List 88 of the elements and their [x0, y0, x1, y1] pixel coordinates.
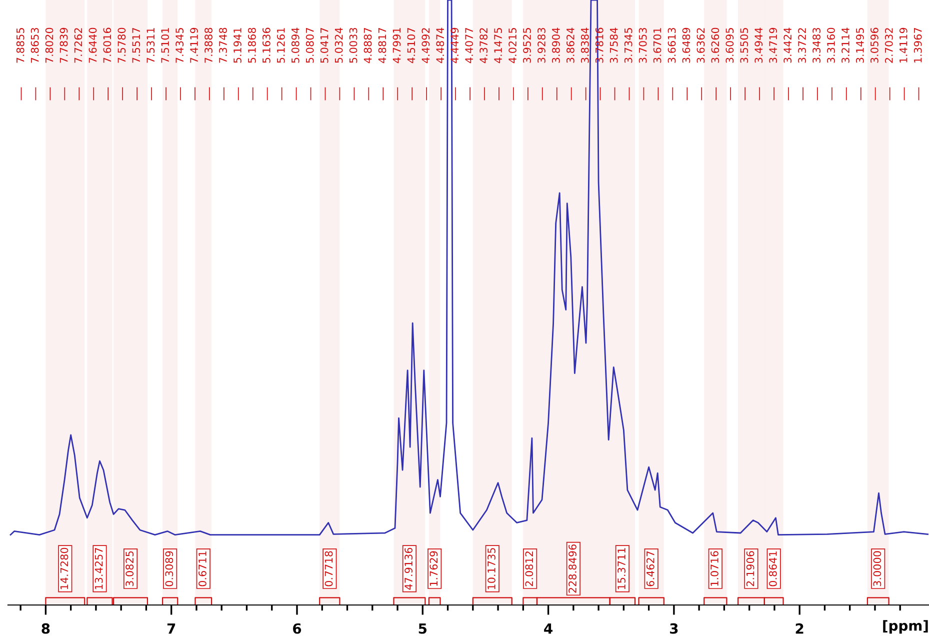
annotation: 7.3888 — [204, 28, 212, 63]
annotation: 5.0894 — [291, 28, 300, 63]
band-label: 13.4257 — [94, 548, 103, 590]
annotation: 3.4944 — [754, 28, 763, 63]
x-tick-label: 6 — [293, 623, 302, 634]
annotation: 3.8904 — [552, 28, 560, 63]
annotation: 3.3483 — [812, 28, 820, 63]
band-label: 1.0716 — [710, 551, 718, 586]
annotation: 3.6701 — [653, 28, 662, 63]
annotation: 1.3967 — [914, 28, 922, 62]
annotation: 5.1941 — [234, 28, 242, 63]
annotation: 7.8653 — [30, 28, 39, 63]
annotation: 3.7816 — [595, 28, 604, 63]
band-label: 0.6711 — [198, 551, 206, 586]
annotation: 3.1495 — [856, 28, 864, 63]
x-tick-label: 7 — [167, 623, 176, 634]
annotation: 5.0324 — [334, 28, 343, 63]
annotation: 4.1475 — [494, 28, 502, 64]
annotation: 1.4119 — [899, 28, 908, 62]
annotation: 3.6095 — [726, 28, 734, 63]
annotation: 3.8624 — [566, 28, 574, 63]
annotation: 3.6362 — [696, 28, 705, 63]
x-tick-label: 3 — [670, 623, 678, 634]
annotation: 4.5107 — [407, 28, 416, 64]
band-label: 0.8641 — [768, 551, 777, 586]
annotation: 7.6440 — [88, 28, 97, 63]
annotation: 7.7262 — [74, 28, 82, 63]
annotation: 7.6016 — [103, 28, 112, 63]
annotation: 4.7991 — [392, 28, 401, 64]
annotation: 7.5780 — [118, 28, 126, 63]
annotation: 3.9283 — [538, 28, 546, 63]
annotation: 3.5505 — [740, 28, 748, 63]
annotation: 7.5517 — [132, 28, 140, 63]
band-label: 1.7629 — [430, 551, 438, 586]
annotation: 4.3782 — [480, 28, 488, 64]
annotation: 5.1261 — [276, 28, 285, 63]
band-label: 15.3711 — [618, 548, 626, 590]
annotation: 5.1868 — [248, 28, 256, 63]
annotation: 7.3748 — [219, 28, 227, 63]
annotation: 7.5101 — [161, 28, 170, 63]
x-tick-label: 4 — [544, 623, 552, 634]
band-label: 3.0000 — [873, 551, 882, 586]
band-label: 10.1735 — [488, 548, 496, 590]
band-label: 0.7718 — [324, 551, 333, 586]
annotation: 5.0033 — [349, 28, 358, 63]
annotation: 5.1636 — [262, 28, 270, 63]
band-label: 2.1906 — [746, 551, 754, 586]
annotation: 3.6489 — [682, 28, 690, 63]
band-label: 0.3089 — [165, 551, 174, 586]
band-label: 3.0825 — [126, 551, 134, 586]
annotation: 3.2114 — [842, 28, 850, 63]
annotation: 3.7345 — [624, 28, 632, 63]
annotation: 3.0596 — [870, 28, 878, 63]
annotation: 4.0215 — [508, 28, 516, 64]
band-label: 2.0812 — [525, 552, 534, 586]
annotation: 3.3722 — [798, 28, 806, 63]
band-label: 47.9136 — [404, 548, 412, 590]
annotation: 3.4719 — [769, 28, 778, 63]
annotation: 3.9525 — [523, 28, 531, 63]
annotation: 3.3160 — [827, 28, 835, 63]
annotation: 5.0417 — [320, 28, 328, 63]
annotation: 3.7584 — [610, 28, 618, 63]
annotation: 3.6613 — [668, 28, 676, 63]
annotation: 7.4119 — [190, 28, 198, 63]
annotation: 4.4874 — [436, 28, 444, 64]
annotation: 2.7032 — [884, 28, 893, 63]
x-tick-label: 5 — [418, 623, 426, 634]
annotation: 4.8817 — [378, 28, 386, 64]
annotation: 4.8887 — [364, 28, 372, 64]
annotation: 3.4424 — [784, 28, 792, 63]
annotation: 7.8855 — [16, 28, 24, 63]
annotation: 7.8020 — [45, 28, 54, 63]
band-label: 14.7280 — [60, 548, 68, 590]
x-tick-label: 2 — [796, 623, 804, 634]
band-label: 228.8496 — [568, 544, 576, 593]
annotation: 7.7839 — [60, 28, 68, 63]
annotation: 5.0807 — [306, 28, 314, 63]
annotation: 3.6260 — [711, 28, 720, 63]
x-axis-title: [ppm] — [883, 620, 928, 634]
annotation: 4.4077 — [465, 28, 474, 64]
annotation: 4.4992 — [422, 28, 430, 64]
annotation: 3.7053 — [638, 28, 647, 63]
band-label: 6.4627 — [646, 551, 654, 586]
annotation: 3.8384 — [580, 28, 589, 63]
annotation: 7.4345 — [176, 28, 184, 63]
x-tick-label: 8 — [42, 623, 50, 634]
annotation: 7.5311 — [146, 28, 155, 63]
annotation: 4.4449 — [450, 28, 459, 64]
